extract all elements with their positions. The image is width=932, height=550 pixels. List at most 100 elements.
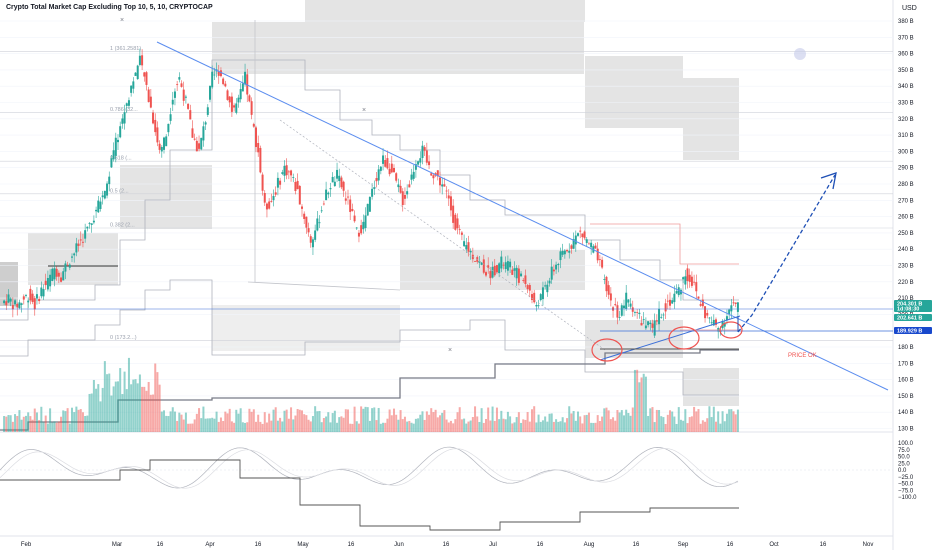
- time-axis[interactable]: Feb Mar 16 Apr 16 May 16 Jun 16 Jul 16 Aug 16 Sep 16 Oc…: [21, 542, 874, 548]
- currency-label[interactable]: USD: [902, 5, 917, 12]
- candle-body[interactable]: [290, 170, 293, 176]
- candle-body[interactable]: [189, 110, 192, 120]
- candle-body[interactable]: [463, 241, 466, 247]
- candle-body[interactable]: [117, 139, 119, 143]
- candle-body[interactable]: [693, 281, 696, 283]
- candle-body[interactable]: [445, 190, 448, 192]
- candle-body[interactable]: [191, 128, 194, 138]
- candle-body[interactable]: [171, 99, 174, 105]
- candlestick-series[interactable]: [3, 48, 739, 339]
- candle-body[interactable]: [732, 302, 735, 304]
- candle-body[interactable]: [230, 96, 233, 112]
- candle-body[interactable]: [384, 160, 387, 167]
- candle-body[interactable]: [119, 126, 122, 138]
- candle-body[interactable]: [79, 239, 82, 241]
- projection-arrow[interactable]: [737, 174, 836, 333]
- candle-body[interactable]: [314, 230, 317, 240]
- candle-body[interactable]: [616, 305, 619, 318]
- candle-body[interactable]: [664, 303, 667, 312]
- candle-body[interactable]: [408, 184, 411, 188]
- candle-body[interactable]: [555, 264, 558, 270]
- candle-body[interactable]: [279, 180, 282, 185]
- candle-body[interactable]: [263, 192, 266, 203]
- candle-body[interactable]: [29, 288, 32, 301]
- candle-body[interactable]: [292, 177, 295, 178]
- candle-body[interactable]: [123, 112, 126, 124]
- candle-body[interactable]: [342, 181, 345, 191]
- candle-body[interactable]: [688, 274, 691, 282]
- candle-body[interactable]: [377, 169, 380, 181]
- candle-body[interactable]: [75, 243, 78, 253]
- candle-body[interactable]: [585, 239, 588, 243]
- candle-body[interactable]: [432, 175, 435, 179]
- candle-body[interactable]: [526, 285, 529, 290]
- price-axis[interactable]: 380 B 370 B 360 B 350 B 340 B 330 B 320 B 310 B…: [898, 19, 914, 433]
- candle-body[interactable]: [57, 272, 60, 277]
- candle-body[interactable]: [598, 259, 601, 260]
- candle-body[interactable]: [285, 165, 288, 176]
- candle-body[interactable]: [68, 264, 71, 268]
- candle-body[interactable]: [336, 169, 339, 179]
- candle-body[interactable]: [248, 95, 251, 102]
- candle-body[interactable]: [474, 261, 477, 262]
- candle-body[interactable]: [276, 177, 279, 188]
- candle-body[interactable]: [625, 292, 628, 309]
- candle-body[interactable]: [548, 280, 551, 284]
- candle-body[interactable]: [489, 271, 492, 279]
- candle-body[interactable]: [498, 263, 501, 274]
- candle-body[interactable]: [541, 287, 544, 300]
- candle-body[interactable]: [675, 291, 678, 294]
- candle-body[interactable]: [515, 267, 518, 279]
- candle-body[interactable]: [184, 96, 187, 98]
- candle-body[interactable]: [73, 253, 76, 256]
- candle-body[interactable]: [357, 232, 360, 237]
- candle-body[interactable]: [653, 320, 656, 336]
- candle-body[interactable]: [250, 101, 253, 115]
- candle-body[interactable]: [706, 312, 709, 316]
- candle-body[interactable]: [349, 199, 352, 212]
- candle-body[interactable]: [274, 192, 277, 195]
- candle-body[interactable]: [38, 299, 41, 302]
- candle-body[interactable]: [77, 243, 80, 246]
- candle-body[interactable]: [114, 137, 117, 156]
- candle-body[interactable]: [730, 305, 733, 312]
- candle-body[interactable]: [31, 293, 34, 303]
- candle-body[interactable]: [620, 305, 623, 316]
- candle-body[interactable]: [136, 65, 139, 80]
- candle-body[interactable]: [331, 176, 334, 183]
- candle-body[interactable]: [644, 325, 647, 329]
- candle-body[interactable]: [90, 223, 93, 225]
- candle-body[interactable]: [649, 322, 652, 325]
- candle-body[interactable]: [147, 89, 150, 102]
- candle-body[interactable]: [393, 167, 395, 173]
- candle-body[interactable]: [145, 72, 148, 85]
- candle-body[interactable]: [265, 203, 268, 210]
- candle-body[interactable]: [504, 262, 507, 270]
- candle-body[interactable]: [298, 185, 301, 205]
- candle-body[interactable]: [86, 226, 89, 229]
- candle-body[interactable]: [307, 228, 310, 233]
- candle-body[interactable]: [149, 96, 152, 108]
- candle-body[interactable]: [156, 127, 159, 143]
- candle-body[interactable]: [642, 319, 645, 320]
- candle-body[interactable]: [583, 231, 586, 238]
- candle-body[interactable]: [428, 161, 431, 166]
- candle-body[interactable]: [11, 305, 14, 310]
- candle-body[interactable]: [55, 268, 58, 277]
- candle-body[interactable]: [631, 307, 634, 312]
- candle-body[interactable]: [690, 276, 693, 286]
- candle-body[interactable]: [467, 242, 470, 252]
- candle-body[interactable]: [244, 71, 247, 85]
- candle-body[interactable]: [325, 189, 328, 201]
- candle-body[interactable]: [441, 184, 444, 187]
- candle-body[interactable]: [22, 296, 25, 300]
- candle-body[interactable]: [46, 277, 49, 290]
- candle-body[interactable]: [27, 300, 30, 303]
- candle-body[interactable]: [539, 294, 542, 301]
- candle-body[interactable]: [734, 302, 737, 304]
- candle-body[interactable]: [362, 221, 365, 230]
- candle-body[interactable]: [417, 161, 420, 165]
- candle-body[interactable]: [112, 150, 115, 160]
- candle-body[interactable]: [81, 241, 84, 243]
- candle-body[interactable]: [340, 177, 343, 188]
